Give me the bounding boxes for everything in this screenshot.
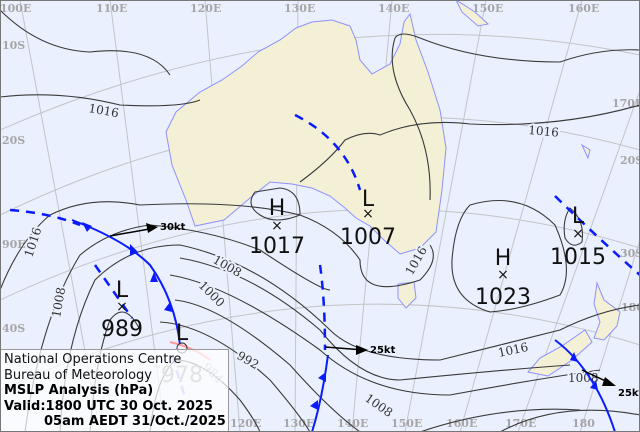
isobar-label: 1008 [49,286,68,319]
isobar-label: 1016 [528,123,560,140]
australia [165,12,447,255]
centre-type: H [495,246,512,271]
grid-label: 120E [190,2,221,15]
grid-label: 90E [2,238,26,251]
isobar-label: 1000 [196,278,227,309]
legend-box: National Operations Centre Bureau of Met… [0,349,229,432]
x-mark-icon: × [572,226,584,242]
grid-label: 150E [391,417,422,430]
grid-label: 30S [620,247,640,260]
valid-time-local: 05am AEDT 31/Oct./2025 [44,414,226,429]
grid-label: 140E [337,417,368,430]
low-centre: L × 989 [101,278,143,342]
trough-line [9,208,81,227]
trough-line [93,264,134,319]
cold-front [554,339,616,432]
high-centre: H × 1023 [475,246,531,310]
island [580,143,591,160]
grid-label: 180 [621,301,640,314]
grid-label: 20S [2,134,25,147]
grid-label: 20S [620,154,640,167]
wind-arrows: 30kt 25kt 25kt [109,222,640,399]
low-centre: L × 1007 [340,187,396,250]
grid-label: 160E [568,2,599,15]
grid-label: 160E [446,417,477,430]
x-mark-icon: × [497,267,509,283]
centre-type: L [572,204,585,229]
centre-value: 1023 [475,285,531,310]
map-title: MSLP Analysis (hPa) [4,383,154,398]
grid-label: 40S [2,322,25,335]
centre-type: L [362,187,375,212]
trough-line [554,195,640,276]
triangle-barb-icon [82,222,598,410]
grid-label: 110E [96,2,127,15]
low-centre: L × 1015 [550,204,606,270]
trough-line [294,113,362,191]
grid-label: 130E [284,2,315,15]
grid-label: 10S [2,39,25,52]
wind-label: 25kt [370,345,396,356]
grid-label: 120E [230,417,261,430]
centre-value: 1015 [550,245,606,270]
valid-time-utc: Valid:1800 UTC 30 Oct. 2025 [4,398,213,414]
wind-label: 25kt [618,388,640,399]
trough-line [318,264,327,351]
centre-type: L [176,321,189,346]
high-centre: H × 1017 [249,196,305,259]
wind-label: 30kt [160,222,186,233]
centre-value: 989 [101,317,143,342]
centre-type: H [269,196,286,221]
x-mark-icon: × [116,299,128,315]
organisation-name: Bureau of Meteorology [4,367,153,383]
isobar-label: 1008 [362,391,395,420]
organisation-name: National Operations Centre [4,352,182,367]
pressure-centres: H × 1017 L × 1007 H × 1023 L × 1015 L × … [101,187,606,388]
x-mark-icon: × [271,218,283,234]
x-mark-icon: × [362,206,374,222]
new-zealand-south [527,329,593,377]
new-guinea [455,0,490,27]
landmasses [165,0,621,377]
centre-type: L [116,278,129,303]
grid-label: 150E [472,2,503,15]
grid-label: 180 [572,417,595,430]
centre-value: 1007 [340,225,396,250]
grid-label: 170E [612,97,640,110]
isobar-label: 1016 [497,340,530,360]
grid-label: 100E [0,2,31,15]
grid-label: 130E [283,417,314,430]
isobar-label: 1016 [22,226,45,259]
centre-value: 1017 [249,234,305,259]
grid-label: 140E [378,2,409,15]
cold-front [71,219,181,346]
cold-front [311,354,329,432]
